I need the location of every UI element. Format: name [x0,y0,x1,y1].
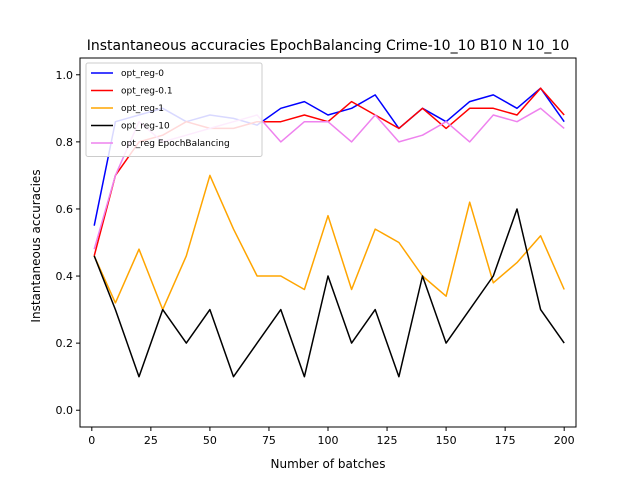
x-tick-label: 125 [377,434,398,447]
legend-label: opt_reg EpochBalancing [121,139,230,149]
legend-label: opt_reg-0 [121,69,164,79]
x-tick-label: 175 [495,434,516,447]
legend-box [85,62,263,157]
chart-title: Instantaneous accuracies EpochBalancing … [87,38,570,54]
legend-label: opt_reg-10 [121,122,170,132]
y-tick-label: 0.4 [56,270,74,283]
legend-label: opt_reg-1 [121,104,164,114]
series-line-2 [93,174,565,311]
y-tick-label: 0.2 [56,337,74,350]
x-tick-label: 0 [88,434,95,447]
x-axis-label: Number of batches [271,457,386,471]
x-tick-label: 150 [436,434,457,447]
x-tick-label: 100 [318,434,339,447]
x-tick-label: 75 [262,434,276,447]
series-line-3 [93,208,565,378]
y-tick-label: 0.6 [56,203,74,216]
x-tick-label: 200 [554,434,575,447]
y-tick-label: 0.8 [56,136,74,149]
y-tick-label: 1.0 [56,69,74,82]
legend-label: opt_reg-0.1 [121,87,173,97]
y-tick-label: 0.0 [56,404,74,417]
axes: 0 25 50 75 100 125 150 175 200 0.0 0.2 0.4 0.6 0.8 1.0 [56,57,577,447]
x-tick-label: 50 [203,434,217,447]
legend: opt_reg-0 opt_reg-0.1 opt_reg-1 opt_reg-10o… [85,62,263,157]
y-axis-label: Instantaneous accuracies [29,169,43,322]
x-tick-label: 25 [144,434,158,447]
